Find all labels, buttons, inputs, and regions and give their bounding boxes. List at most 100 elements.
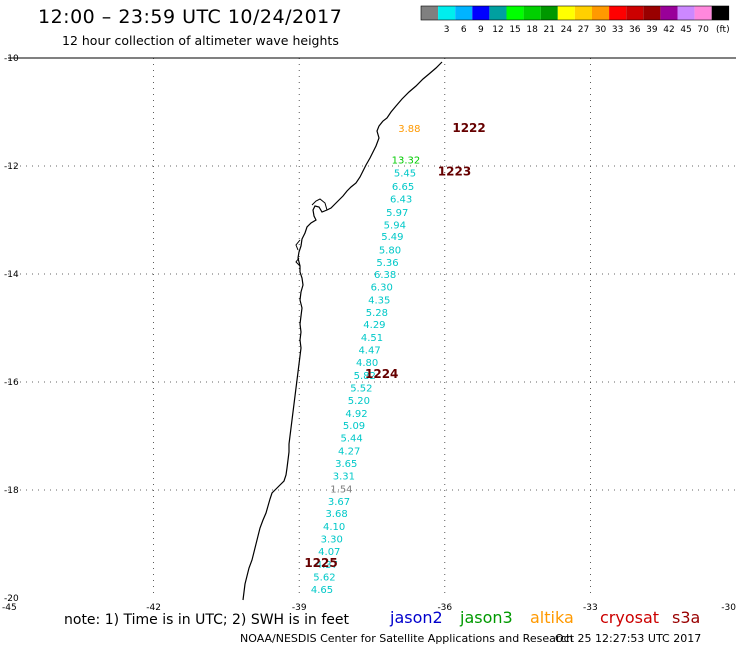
wave-height-label: 3.68 [325,509,347,520]
legend-swatch [523,6,541,20]
legend-swatch [609,6,627,20]
legend-swatch [677,6,695,20]
wave-height-label: 5.49 [381,232,403,243]
lat-tick-label: -10 [4,54,19,64]
legend-swatch [489,6,507,20]
legend-label: 33 [612,25,623,35]
wave-height-label: 4.37 [316,560,338,571]
satellite-legend-cryosat: cryosat [600,608,660,627]
legend-swatch [438,6,456,20]
legend-label: 6 [461,25,467,35]
satellite-legend-s3a: s3a [672,608,701,627]
legend-swatch [557,6,575,20]
pass-number-label: 1225 [304,556,337,570]
wave-height-label: 5.80 [379,246,401,257]
wave-height-label: 4.51 [361,333,383,344]
wave-height-label: 5.28 [366,308,388,319]
legend-label: 21 [544,25,555,35]
wave-height-label: 4.65 [311,585,333,596]
legend-swatch [660,6,678,20]
legend-swatch [592,6,610,20]
satellite-legend-altika: altika [530,608,574,627]
legend-unit: (ft) [716,25,730,35]
legend-label: 70 [697,25,709,35]
wave-height-label: 5.44 [340,434,362,445]
wave-height-label: 3.31 [333,471,355,482]
lon-tick-label: -42 [146,603,161,610]
pass-number-label: 1224 [365,367,398,381]
lat-tick-label: -20 [4,594,19,604]
legend-label: 27 [578,25,589,35]
wave-height-label: 1.54 [330,484,352,495]
legend-swatch [506,6,524,20]
legend-label: 15 [509,25,520,35]
lat-tick-label: -18 [4,486,19,496]
lon-tick-label: -36 [437,603,452,610]
lon-tick-label: -45 [2,603,17,610]
wave-height-label: 5.97 [386,208,408,219]
coastline [242,61,443,601]
wave-height-label: 5.62 [313,572,335,583]
wave-height-label: 4.27 [338,447,360,458]
satellite-legend-jason3: jason3 [460,608,513,627]
wave-height-map[interactable]: -10 -12 -14 -16 -18 -20-45 -42 -39 -36 -33 -30 3.8… [0,0,740,610]
legend-label: 36 [629,25,641,35]
bay-inlet-outline [295,198,328,267]
pass-number-label: 1222 [452,121,485,135]
page-subtitle: 12 hour collection of altimeter wave hei… [62,33,339,48]
wave-height-label: 5.20 [348,396,370,407]
note-text: note: 1) Time is in UTC; 2) SWH is in fe… [64,612,350,628]
legend-swatch [472,6,490,20]
wave-height-label: 13.32 [392,156,421,167]
wave-height-label: 6.38 [374,270,396,281]
wave-height-label: 5.09 [343,421,365,432]
legend-swatch [540,6,558,20]
satellite-legend-jason2: jason2 [390,608,443,627]
wave-height-label: 6.30 [371,282,393,293]
legend-label: 12 [492,25,503,35]
legend-label: 9 [478,25,484,35]
wave-height-label: 5.45 [394,168,416,179]
wave-height-label: 5.94 [384,220,406,231]
wave-height-label: 5.52 [350,383,372,394]
legend-label: 24 [561,25,573,35]
legend-swatch [574,6,592,20]
wave-height-label: 3.88 [398,124,420,135]
legend-label: 30 [595,25,607,35]
wave-height-label: 4.07 [318,547,340,558]
pass-number-label: 1223 [438,164,471,178]
wave-height-label: 4.92 [345,409,367,420]
color-scale-legend: 3 6 9 12 15 18 21 24 27 30 33 36 39 42 45 70 (ft) [420,5,730,35]
wave-height-label: 6.65 [392,182,414,193]
legend-swatch [626,6,644,20]
wave-height-label: 4.80 [356,358,378,369]
lon-tick-label: -39 [292,603,307,610]
wave-height-label: 4.10 [323,522,345,533]
legend-label: 18 [526,25,538,35]
legend-swatch [694,6,712,20]
legend-swatch [643,6,661,20]
legend-label: 45 [680,25,691,35]
wave-height-label: 5.82 [354,371,376,382]
lon-tick-label: -30 [721,603,736,610]
generated-timestamp: Oct 25 12:27:53 UTC 2017 [555,632,702,645]
wave-height-label: 6.43 [390,194,412,205]
wave-height-label: 4.47 [358,346,380,357]
credit-text: NOAA/NESDIS Center for Satellite Applica… [240,632,574,645]
wave-height-label: 3.67 [328,497,350,508]
legend-label: 3 [444,25,450,35]
lat-tick-label: -14 [4,270,19,280]
wave-height-label: 3.30 [321,535,343,546]
lon-tick-label: -33 [583,603,598,610]
lat-tick-label: -12 [4,162,19,172]
legend-label: 39 [646,25,658,35]
legend-label: 42 [663,25,674,35]
wave-height-label: 3.65 [335,459,357,470]
legend-swatch [421,6,439,20]
page-title: 12:00 – 23:59 UTC 10/24/2017 [38,6,343,28]
wave-height-label: 4.35 [368,295,390,306]
wave-height-label: 4.29 [363,320,385,331]
legend-swatch [455,6,473,20]
lat-tick-label: -16 [4,378,19,388]
wave-height-label: 5.36 [376,258,398,269]
